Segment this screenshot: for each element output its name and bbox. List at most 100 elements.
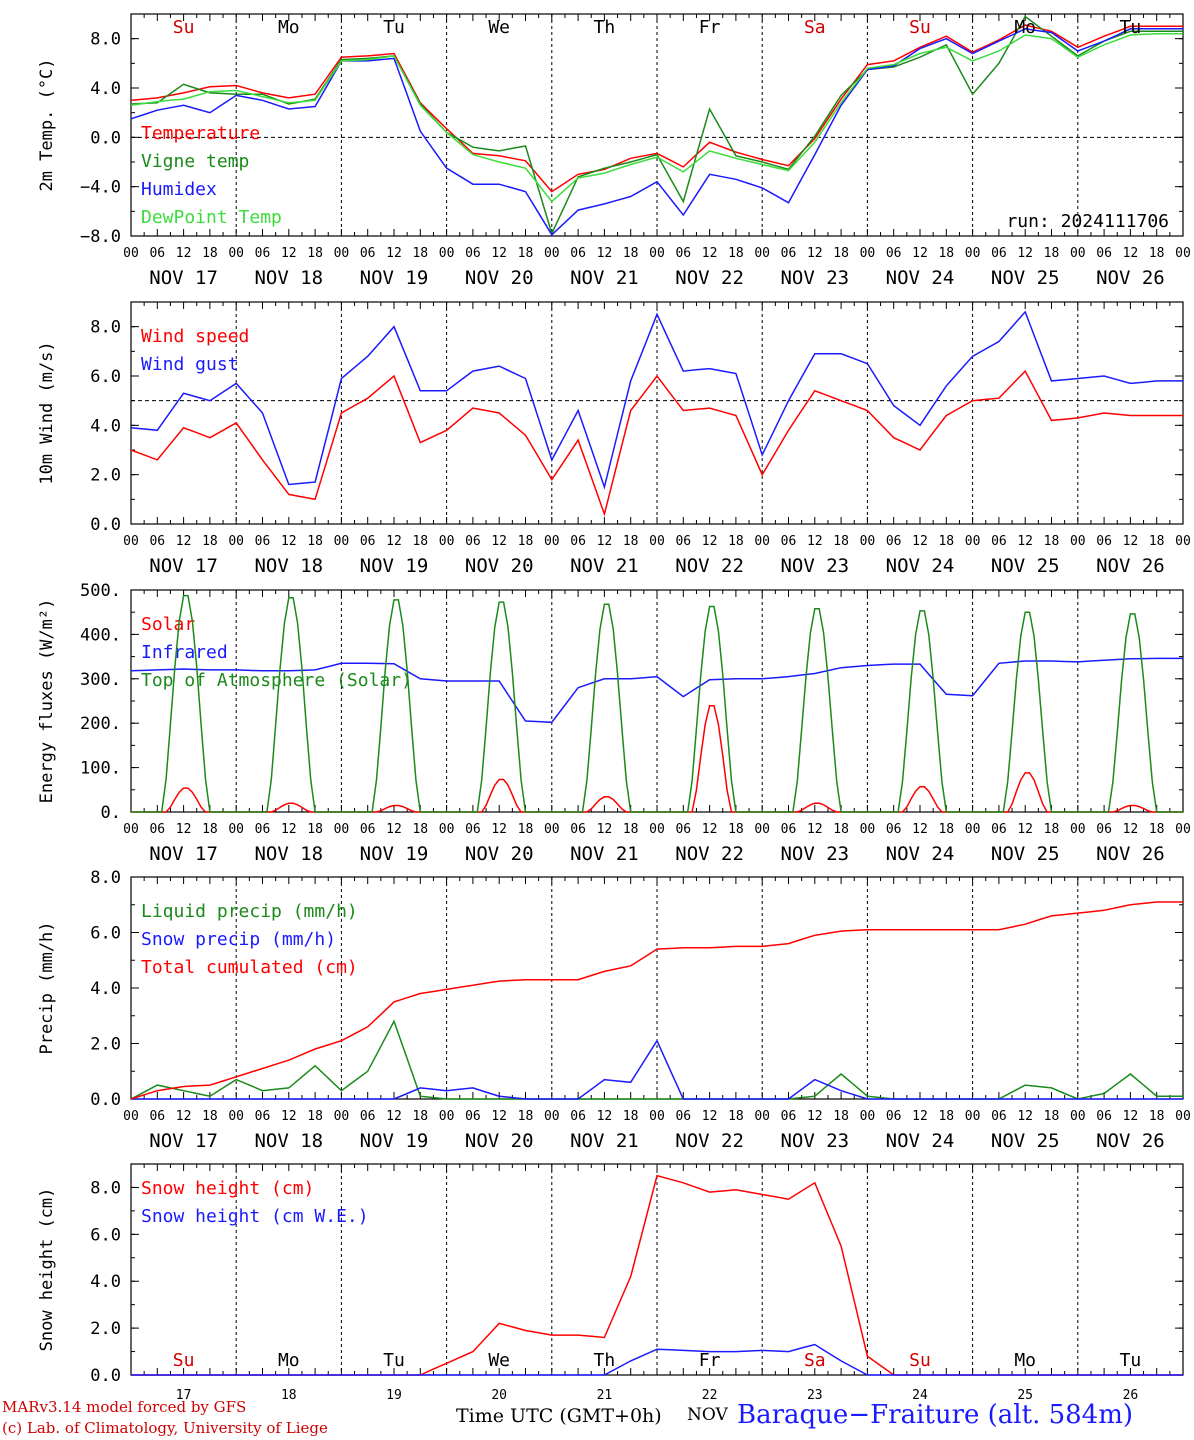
date-label: NOV 25 — [991, 843, 1060, 865]
hour-tick-label: 06 — [781, 534, 797, 549]
time-axis-label: Time UTC (GMT+0h) — [456, 1405, 662, 1427]
y-tick-label: 4.0 — [90, 79, 121, 99]
hour-tick-label: 06 — [149, 246, 165, 261]
day-name-label: Mo — [1014, 17, 1036, 38]
series-line-1 — [130, 657, 1183, 724]
hour-tick-label: 18 — [728, 534, 744, 549]
hour-tick-label: 00 — [334, 822, 350, 837]
hour-tick-label: 18 — [307, 534, 323, 549]
hour-tick-label: 12 — [176, 1109, 192, 1124]
date-number: 25 — [1017, 1388, 1033, 1400]
hour-tick-label: 12 — [176, 822, 192, 837]
hour-tick-label: 12 — [386, 822, 402, 837]
hour-tick-label: 06 — [1096, 534, 1112, 549]
y-tick-label: 4.0 — [90, 1272, 121, 1292]
hour-tick-label: 06 — [255, 822, 271, 837]
date-number: 17 — [176, 1388, 192, 1400]
hour-tick-label: 06 — [360, 246, 376, 261]
y-tick-label: 0.0 — [90, 1366, 121, 1386]
series-line-2 — [130, 28, 1183, 236]
hour-tick-label: 00 — [965, 1109, 981, 1124]
hour-tick-label: 00 — [228, 246, 244, 261]
day-name-label: Th — [594, 17, 616, 38]
hour-tick-label: 00 — [649, 534, 665, 549]
legend-entry: Humidex — [141, 179, 217, 200]
hour-tick-label: 18 — [202, 246, 218, 261]
hour-tick-label: 00 — [439, 246, 455, 261]
y-tick-label: 100. — [80, 759, 121, 779]
date-label: NOV 23 — [780, 555, 849, 577]
hour-tick-label: 00 — [439, 822, 455, 837]
hour-tick-label: 18 — [833, 822, 849, 837]
hour-tick-label: 18 — [833, 1109, 849, 1124]
y-tick-label: 2.0 — [90, 1035, 121, 1055]
legend-entry: Wind speed — [141, 326, 249, 347]
hour-tick-label: 12 — [386, 1109, 402, 1124]
hour-tick-label: 00 — [439, 534, 455, 549]
date-label: NOV 18 — [254, 1130, 323, 1152]
hour-tick-label: 06 — [886, 246, 902, 261]
hour-tick-label: 18 — [412, 534, 428, 549]
hour-tick-label: 12 — [912, 1109, 928, 1124]
hour-tick-label: 06 — [149, 534, 165, 549]
hour-tick-label: 06 — [570, 1109, 586, 1124]
hour-tick-label: 06 — [149, 822, 165, 837]
date-number: 23 — [807, 1388, 823, 1400]
hour-tick-label: 12 — [912, 534, 928, 549]
hour-tick-label: 00 — [544, 1109, 560, 1124]
day-name-label: Fr — [699, 1350, 721, 1371]
hour-tick-label: 06 — [570, 822, 586, 837]
series-line-1 — [131, 1039, 1183, 1100]
hour-tick-label: 18 — [518, 534, 534, 549]
hour-tick-label: 18 — [412, 822, 428, 837]
hour-tick-label: 18 — [1044, 822, 1060, 837]
hour-tick-label: 06 — [149, 1109, 165, 1124]
hour-tick-label: 12 — [702, 246, 718, 261]
day-name-label: Su — [909, 1350, 931, 1371]
hour-tick-label: 18 — [833, 534, 849, 549]
hour-tick-label: 06 — [360, 1109, 376, 1124]
hour-tick-label: 18 — [728, 246, 744, 261]
day-name-label: Th — [594, 1350, 616, 1371]
hour-tick-label: 00 — [649, 1109, 665, 1124]
y-axis-label: Energy fluxes (W/m²) — [37, 599, 57, 804]
energy-panel: 0. 100. 200. 300. 400. 500. Energy fluxes (W/m… — [37, 581, 1191, 865]
hour-tick-label: 00 — [649, 822, 665, 837]
hour-tick-label: 12 — [807, 246, 823, 261]
y-axis-label: Precip (mm/h) — [37, 921, 57, 1054]
date-label: NOV 26 — [1096, 267, 1165, 289]
date-label: NOV 24 — [886, 267, 955, 289]
hour-tick-label: 00 — [965, 822, 981, 837]
hour-tick-label: 12 — [1123, 246, 1139, 261]
date-number: 26 — [1123, 1388, 1139, 1400]
hour-tick-label: 00 — [1175, 534, 1191, 549]
hour-tick-label: 12 — [176, 246, 192, 261]
hour-tick-label: 12 — [1017, 822, 1033, 837]
hour-tick-label: 00 — [754, 246, 770, 261]
hour-tick-label: 18 — [728, 1109, 744, 1124]
y-tick-label: 2.0 — [90, 466, 121, 486]
day-name-label: Tu — [1120, 17, 1142, 38]
hour-tick-label: 06 — [1096, 822, 1112, 837]
day-name-label: Su — [173, 17, 195, 38]
hour-tick-label: 06 — [360, 534, 376, 549]
y-tick-label: 300. — [80, 670, 121, 690]
hour-tick-label: 12 — [386, 534, 402, 549]
hour-tick-label: 06 — [465, 1109, 481, 1124]
copyright-credit: (c) Lab. of Climatology, University of L… — [2, 1419, 328, 1437]
date-label: NOV 26 — [1096, 555, 1165, 577]
date-label: NOV 20 — [465, 843, 534, 865]
date-label: NOV 24 — [886, 843, 955, 865]
date-label: NOV 22 — [675, 843, 744, 865]
hour-tick-label: 12 — [702, 534, 718, 549]
hour-tick-label: 12 — [491, 534, 507, 549]
y-tick-label: 0. — [101, 803, 121, 823]
day-name-label: Fr — [699, 17, 721, 38]
hour-tick-label: 00 — [439, 1109, 455, 1124]
date-label: NOV 22 — [675, 267, 744, 289]
date-label: NOV 25 — [991, 1130, 1060, 1152]
date-label: NOV 20 — [465, 1130, 534, 1152]
temperature-panel: −8.0 −4.0 0.0 4.0 8.0 2m Temp. (°C) Temperatur… — [37, 13, 1191, 289]
hour-tick-label: 00 — [123, 822, 139, 837]
